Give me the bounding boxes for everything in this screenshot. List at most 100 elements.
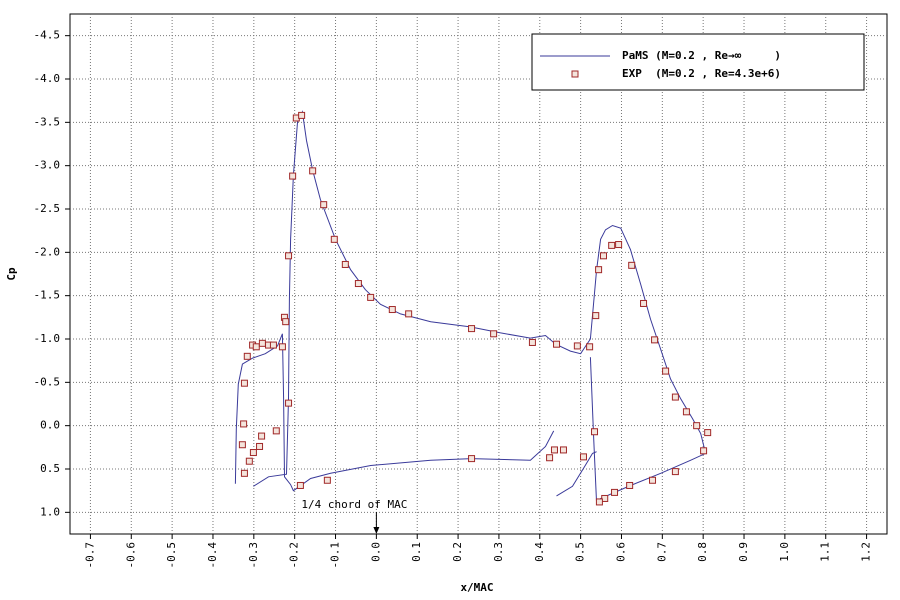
- data-point: [600, 252, 608, 260]
- data-point: [405, 310, 413, 318]
- y-tick-label: -0.5: [34, 375, 61, 388]
- x-tick-label: 0.9: [737, 542, 750, 562]
- data-point: [341, 260, 349, 268]
- data-point: [278, 343, 286, 351]
- data-point: [240, 469, 248, 477]
- x-tick-label: 0.0: [369, 542, 382, 562]
- y-tick-label: -4.5: [34, 29, 61, 42]
- data-point: [611, 488, 619, 496]
- data-point: [296, 481, 304, 489]
- x-tick-label: 0.1: [410, 542, 423, 562]
- data-point: [586, 343, 594, 351]
- data-point: [559, 446, 567, 454]
- data-point: [330, 235, 338, 243]
- data-point: [651, 336, 659, 344]
- data-point: [252, 343, 260, 351]
- y-tick-label: -3.5: [34, 115, 61, 128]
- data-point: [595, 498, 603, 506]
- data-point: [367, 293, 375, 301]
- data-point: [240, 379, 248, 387]
- data-point: [671, 468, 679, 476]
- data-point: [285, 252, 293, 260]
- data-point: [693, 422, 701, 430]
- x-tick-label: 0.7: [655, 542, 668, 562]
- y-tick-label: -1.0: [34, 332, 61, 345]
- data-point: [615, 241, 623, 249]
- plot-area: [69, 13, 888, 535]
- y-tick-label: -2.5: [34, 202, 61, 215]
- data-point: [595, 266, 603, 274]
- y-tick-label: 0.0: [40, 419, 60, 432]
- x-tick-label: 0.5: [574, 542, 587, 562]
- data-point: [269, 341, 277, 349]
- y-tick-label: -2.0: [34, 245, 61, 258]
- data-point: [256, 442, 264, 450]
- data-point: [700, 447, 708, 455]
- y-tick-label: -3.0: [34, 159, 61, 172]
- data-point: [528, 338, 536, 346]
- legend-swatch: [571, 70, 579, 78]
- data-point: [245, 457, 253, 465]
- data-point: [662, 367, 670, 375]
- x-tick-label: -0.1: [329, 542, 342, 569]
- data-point: [258, 432, 266, 440]
- x-tick-label: 0.6: [614, 542, 627, 562]
- annotation: 1/4 chord of MAC: [301, 498, 407, 511]
- x-tick-label: 0.4: [533, 542, 546, 562]
- data-point: [289, 172, 297, 180]
- data-point: [272, 427, 280, 435]
- data-point: [649, 476, 657, 484]
- x-tick-label: -0.5: [165, 542, 178, 569]
- legend-box: [531, 33, 865, 91]
- data-point: [354, 280, 362, 288]
- data-point: [285, 399, 293, 407]
- data-point: [258, 339, 266, 347]
- data-point: [591, 428, 599, 436]
- x-tick-label: 0.2: [451, 542, 464, 562]
- x-tick-label: 0.3: [492, 542, 505, 562]
- legend-label: EXP (M=0.2 , Re=4.3e+6): [622, 67, 781, 80]
- x-tick-label: 1.2: [860, 542, 873, 562]
- data-point: [573, 342, 581, 350]
- data-point: [320, 201, 328, 209]
- x-tick-label: -0.6: [124, 542, 137, 569]
- data-point: [550, 446, 558, 454]
- y-tick-label: -1.5: [34, 289, 61, 302]
- data-point: [238, 441, 246, 449]
- y-axis-label: Cp: [5, 267, 18, 281]
- y-tick-label: -4.0: [34, 72, 61, 85]
- legend-label: PaMS (M=0.2 , Re→∞ ): [622, 49, 781, 62]
- data-point: [282, 318, 290, 326]
- data-point: [628, 261, 636, 269]
- y-tick-label: 0.5: [40, 462, 60, 475]
- annotation-arrowhead: [373, 527, 380, 534]
- x-axis-label: x/MAC: [460, 581, 493, 594]
- data-point: [490, 330, 498, 338]
- x-tick-label: -0.2: [288, 542, 301, 569]
- data-point: [249, 449, 257, 457]
- data-point: [468, 455, 476, 463]
- data-point: [640, 299, 648, 307]
- data-point: [682, 408, 690, 416]
- data-point: [579, 453, 587, 461]
- data-point: [704, 429, 712, 437]
- data-point: [671, 393, 679, 401]
- x-tick-label: -0.4: [206, 542, 219, 569]
- data-point: [240, 420, 248, 428]
- data-point: [323, 476, 331, 484]
- data-point: [298, 111, 306, 119]
- data-point: [243, 352, 251, 360]
- data-point: [468, 325, 476, 333]
- x-tick-label: -0.3: [247, 542, 260, 569]
- data-point: [388, 306, 396, 314]
- data-point: [546, 454, 554, 462]
- x-tick-label: 1.0: [778, 542, 791, 562]
- data-point: [608, 241, 616, 249]
- data-point: [309, 167, 317, 175]
- x-tick-label: 0.8: [696, 542, 709, 562]
- x-tick-label: -0.7: [83, 542, 96, 569]
- data-point: [626, 481, 634, 489]
- data-point: [553, 340, 561, 348]
- data-point: [592, 312, 600, 320]
